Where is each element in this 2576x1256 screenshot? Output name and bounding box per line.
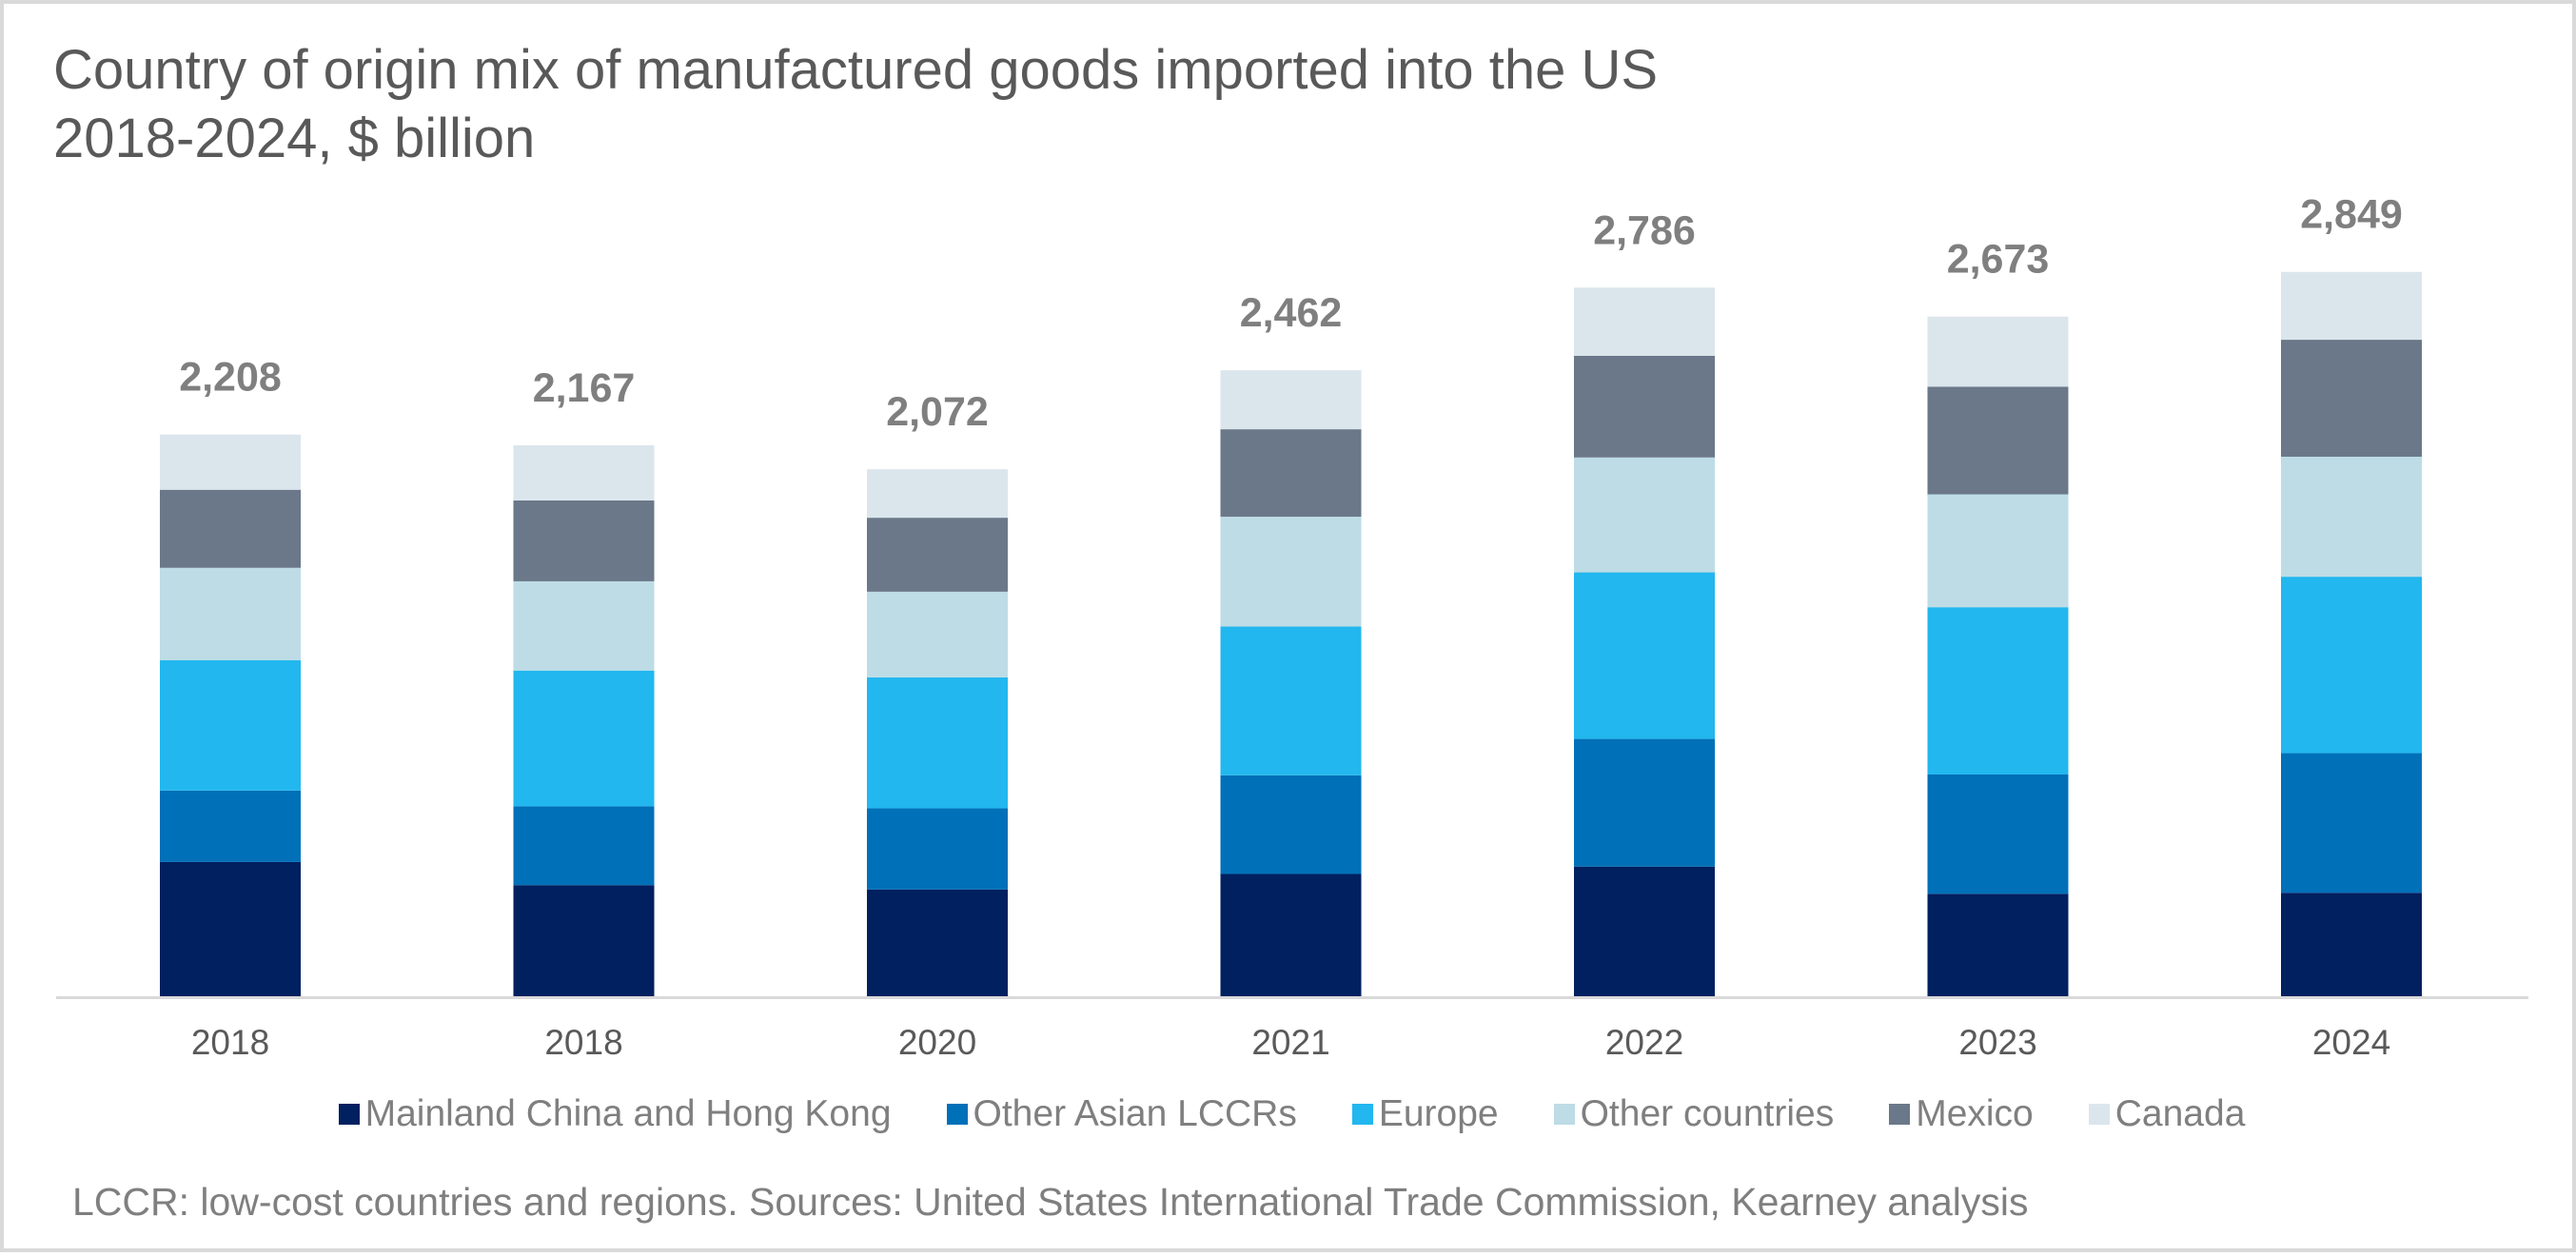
- bar-segment-other-countries-1: [513, 580, 655, 671]
- bar-segment-other-countries-3: [1220, 517, 1362, 627]
- x-tick-label: 2018: [544, 1023, 622, 1062]
- total-data-label: 2,849: [2300, 192, 2403, 238]
- bar-segment-mainland-china-and-hong-kong-2: [867, 889, 1008, 996]
- chart-title-line1: Country of origin mix of manufactured go…: [53, 39, 1659, 101]
- bar-stack-5: [1927, 316, 2069, 996]
- x-tick-label: 2023: [1958, 1023, 2036, 1062]
- bar-segment-mexico-5: [1927, 386, 2069, 495]
- x-tick-label: 2018: [191, 1023, 269, 1062]
- bar-segment-europe-1: [513, 670, 655, 807]
- legend-swatch-icon: [1351, 1104, 1373, 1125]
- bar-segment-europe-6: [2281, 577, 2422, 754]
- bar-segment-other-countries-0: [160, 567, 301, 660]
- legend-label: Mexico: [1916, 1093, 2034, 1134]
- bar-segment-mexico-6: [2281, 340, 2422, 457]
- bar-segment-canada-1: [513, 444, 655, 500]
- bar-stack-6: [2281, 271, 2422, 996]
- total-data-label: 2,786: [1593, 207, 1696, 253]
- legend-item-mexico: Mexico: [1889, 1093, 2034, 1135]
- chart-subtitle: 2018-2024, $ billion: [53, 108, 536, 169]
- total-data-label: 2,673: [1947, 237, 2050, 283]
- bar-segment-other-asian-lccrs-2: [867, 808, 1008, 890]
- bar-segment-canada-4: [1574, 287, 1715, 356]
- legend-item-mainland-china-and-hong-kong: Mainland China and Hong Kong: [338, 1093, 892, 1135]
- bar-segment-other-countries-5: [1927, 494, 2069, 608]
- bar-segment-europe-4: [1574, 572, 1715, 739]
- bar-stack-4: [1574, 287, 1715, 996]
- bar-segment-europe-3: [1220, 626, 1362, 775]
- bar-segment-other-asian-lccrs-0: [160, 790, 301, 862]
- bar-segment-other-asian-lccrs-4: [1574, 738, 1715, 867]
- legend-swatch-icon: [338, 1104, 360, 1125]
- bar-segment-europe-5: [1927, 607, 2069, 775]
- total-data-label: 2,462: [1240, 290, 1343, 336]
- bar-segment-mainland-china-and-hong-kong-6: [2281, 893, 2422, 996]
- bar-segment-mainland-china-and-hong-kong-4: [1574, 866, 1715, 996]
- source-footnote: LCCR: low-cost countries and regions. So…: [72, 1180, 2029, 1224]
- bar-segment-mexico-1: [513, 500, 655, 581]
- legend-item-other-countries: Other countries: [1553, 1093, 1835, 1135]
- legend-label: Mainland China and Hong Kong: [364, 1093, 892, 1134]
- bar-stack-3: [1220, 370, 1362, 996]
- legend-swatch-icon: [1889, 1104, 1911, 1125]
- legend-swatch-icon: [2088, 1104, 2110, 1125]
- bar-segment-canada-0: [160, 434, 301, 490]
- bar-stack-2: [867, 469, 1008, 996]
- bar-stack-0: [160, 434, 301, 996]
- bar-segment-other-countries-2: [867, 591, 1008, 677]
- bar-segment-mexico-2: [867, 518, 1008, 592]
- x-tick-label: 2021: [1251, 1023, 1329, 1062]
- legend-swatch-icon: [946, 1104, 968, 1125]
- chart-legend: Mainland China and Hong Kong Other Asian …: [4, 1089, 2576, 1139]
- bar-segment-other-asian-lccrs-6: [2281, 753, 2422, 893]
- bar-segment-other-countries-4: [1574, 457, 1715, 573]
- bar-segment-canada-5: [1927, 316, 2069, 387]
- legend-label: Europe: [1378, 1093, 1499, 1134]
- total-data-label: 2,208: [179, 355, 282, 401]
- bar-segment-mainland-china-and-hong-kong-0: [160, 861, 301, 996]
- bar-segment-canada-2: [867, 469, 1008, 519]
- x-tick-label: 2020: [898, 1023, 976, 1062]
- legend-label: Other countries: [1580, 1093, 1835, 1134]
- bar-segment-other-asian-lccrs-1: [513, 806, 655, 886]
- total-data-label: 2,072: [886, 389, 989, 435]
- legend-swatch-icon: [1553, 1104, 1575, 1125]
- bar-segment-mainland-china-and-hong-kong-5: [1927, 893, 2069, 996]
- bar-segment-other-asian-lccrs-3: [1220, 775, 1362, 874]
- legend-item-other-asian-lccrs: Other Asian LCCRs: [946, 1093, 1297, 1135]
- bar-segment-canada-3: [1220, 370, 1362, 430]
- chart-title: Country of origin mix of manufactured go…: [53, 36, 1658, 173]
- legend-item-europe: Europe: [1351, 1093, 1499, 1135]
- bar-segment-europe-2: [867, 677, 1008, 809]
- bar-stack-1: [513, 444, 655, 996]
- stacked-bar-chart: 2,208 2018 2,167 2018 2,072 2020 2,462 2021 2,78…: [56, 192, 2528, 1062]
- legend-item-canada: Canada: [2088, 1093, 2246, 1135]
- x-tick-label: 2022: [1605, 1023, 1683, 1062]
- legend-label: Other Asian LCCRs: [973, 1093, 1297, 1134]
- total-data-label: 2,167: [533, 365, 636, 411]
- bar-segment-mexico-4: [1574, 355, 1715, 458]
- bar-segment-mexico-3: [1220, 429, 1362, 518]
- bar-segment-mainland-china-and-hong-kong-1: [513, 885, 655, 996]
- bar-segment-europe-0: [160, 659, 301, 791]
- bar-segment-mexico-0: [160, 489, 301, 568]
- legend-label: Canada: [2114, 1093, 2246, 1134]
- bar-segment-canada-6: [2281, 271, 2422, 341]
- x-tick-label: 2024: [2312, 1023, 2390, 1062]
- bar-segment-mainland-china-and-hong-kong-3: [1220, 873, 1362, 996]
- bar-segment-other-asian-lccrs-5: [1927, 774, 2069, 894]
- bar-segment-other-countries-6: [2281, 456, 2422, 578]
